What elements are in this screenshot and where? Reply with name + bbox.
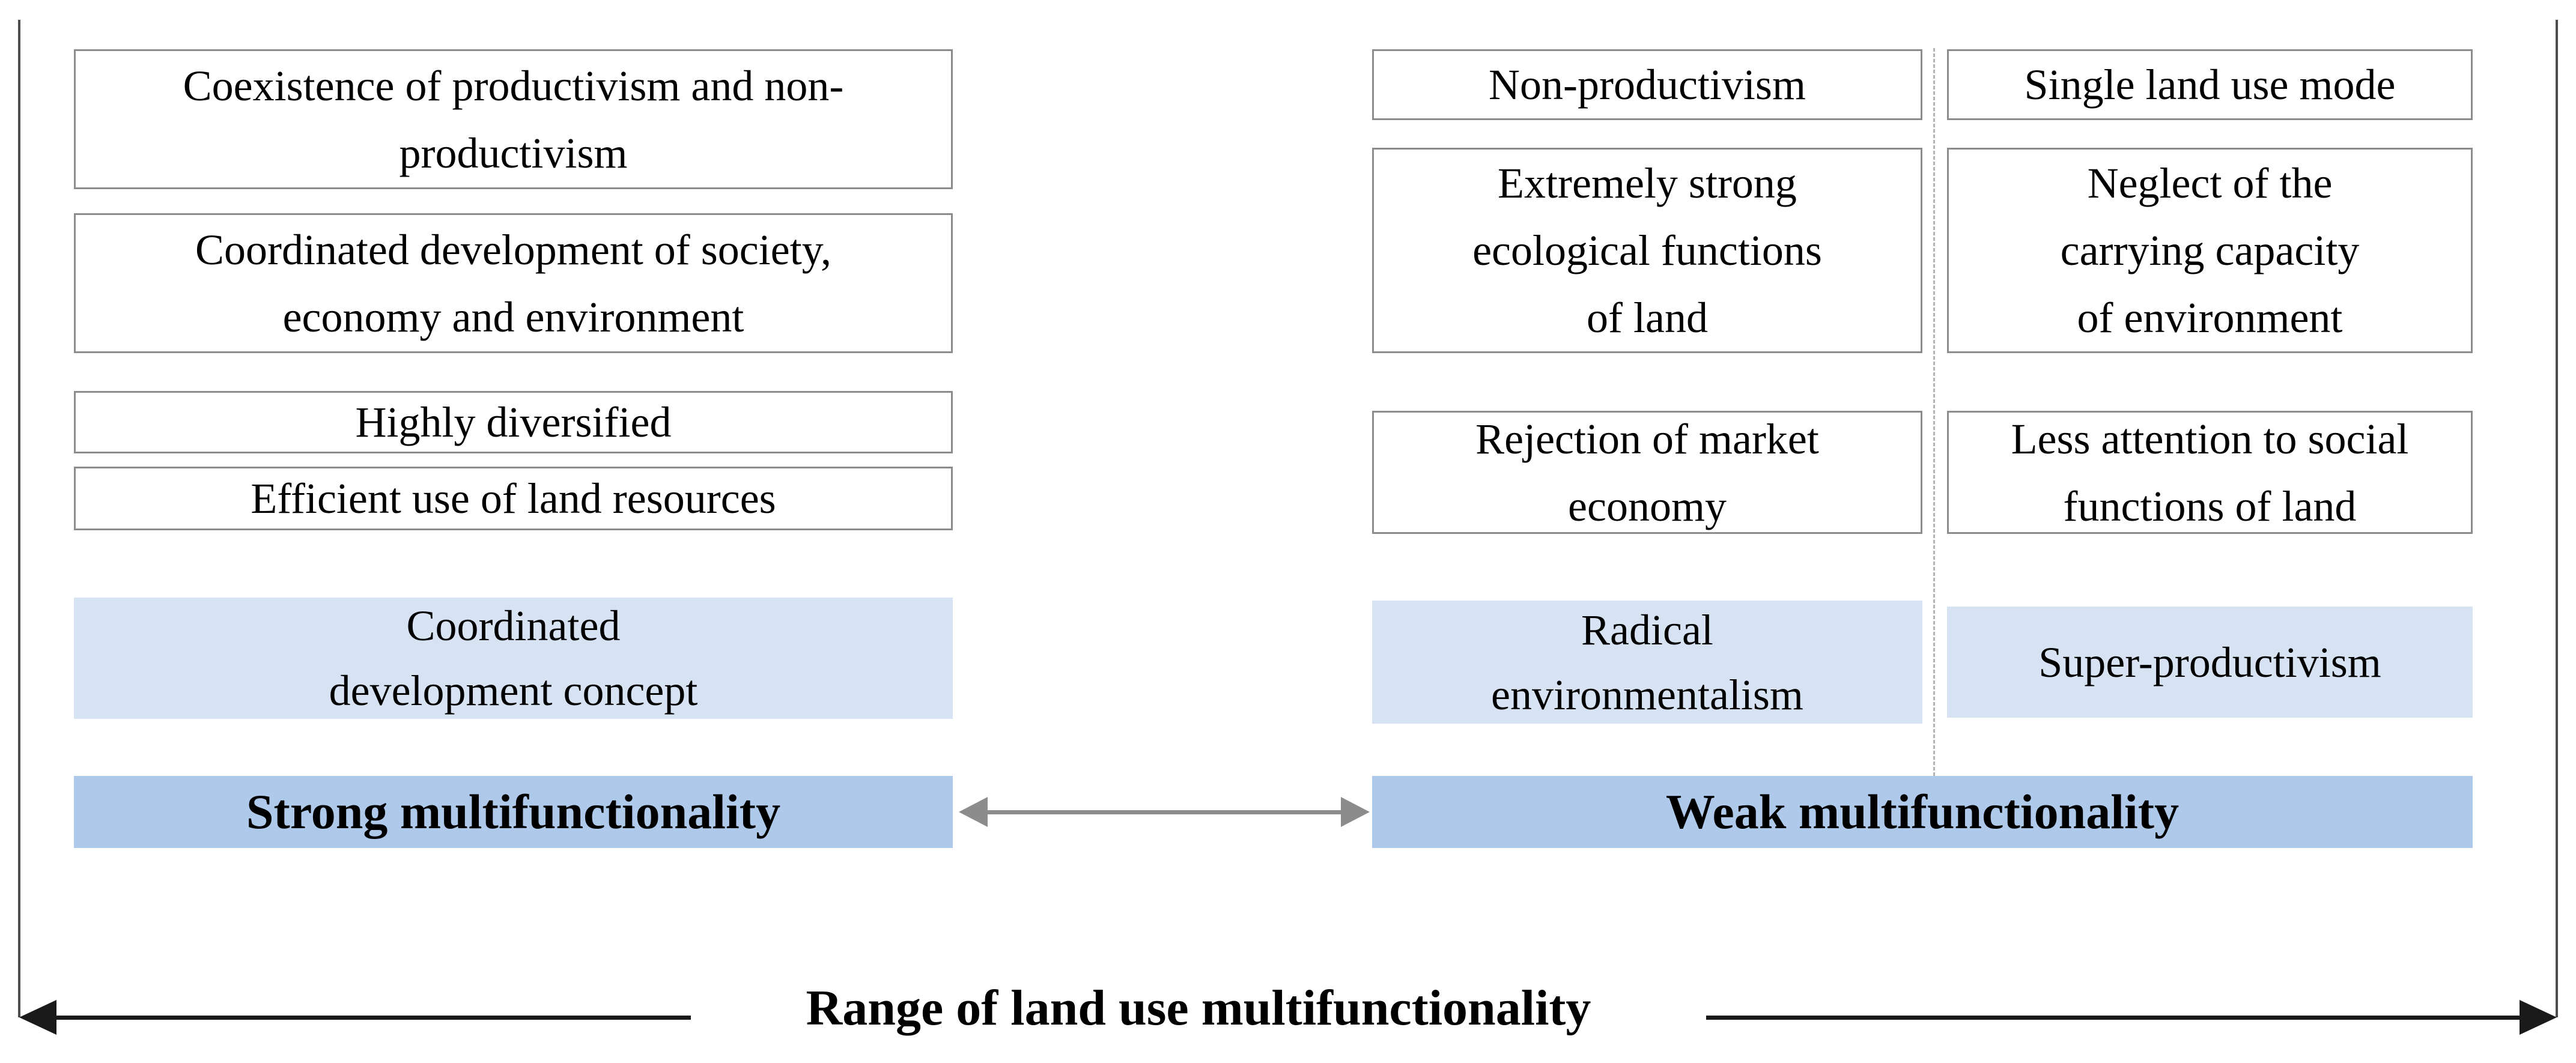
arrowhead-right-icon — [1341, 797, 1370, 827]
range-label: Range of land use multifunctionality — [806, 980, 1591, 1036]
column-divider-dashed-line — [1933, 48, 1935, 776]
box-coordinated-development-society: Coordinated development of society, econ… — [74, 213, 953, 353]
box-neglect-carrying-capacity: Neglect of the carrying capacity of envi… — [1947, 148, 2473, 353]
box-highly-diversified: Highly diversified — [74, 391, 953, 453]
header-strong-multifunctionality: Strong multifunctionality — [74, 776, 953, 848]
concept-super-productivism: Super-productivism — [1947, 607, 2473, 718]
range-arrowhead-right-icon — [2520, 1000, 2557, 1035]
box-ecological-functions: Extremely strong ecological functions of… — [1372, 148, 1922, 353]
box-non-productivism: Non-productivism — [1372, 49, 1922, 120]
box-rejection-market-economy: Rejection of market economy — [1372, 411, 1922, 534]
right-frame-border — [2556, 20, 2558, 1017]
concept-coordinated-development: Coordinated development concept — [74, 598, 953, 719]
concept-radical-environmentalism: Radical environmentalism — [1372, 601, 1922, 724]
box-efficient-land-use: Efficient use of land resources — [74, 467, 953, 530]
left-frame-border — [18, 20, 20, 1017]
box-single-land-use-mode: Single land use mode — [1947, 49, 2473, 120]
header-weak-multifunctionality: Weak multifunctionality — [1372, 776, 2473, 848]
box-coexistence-productivism: Coexistence of productivism and non- pro… — [74, 49, 953, 189]
arrowhead-left-icon — [959, 797, 988, 827]
range-arrowhead-left-icon — [19, 1000, 56, 1035]
box-less-attention-social: Less attention to social functions of la… — [1947, 411, 2473, 534]
